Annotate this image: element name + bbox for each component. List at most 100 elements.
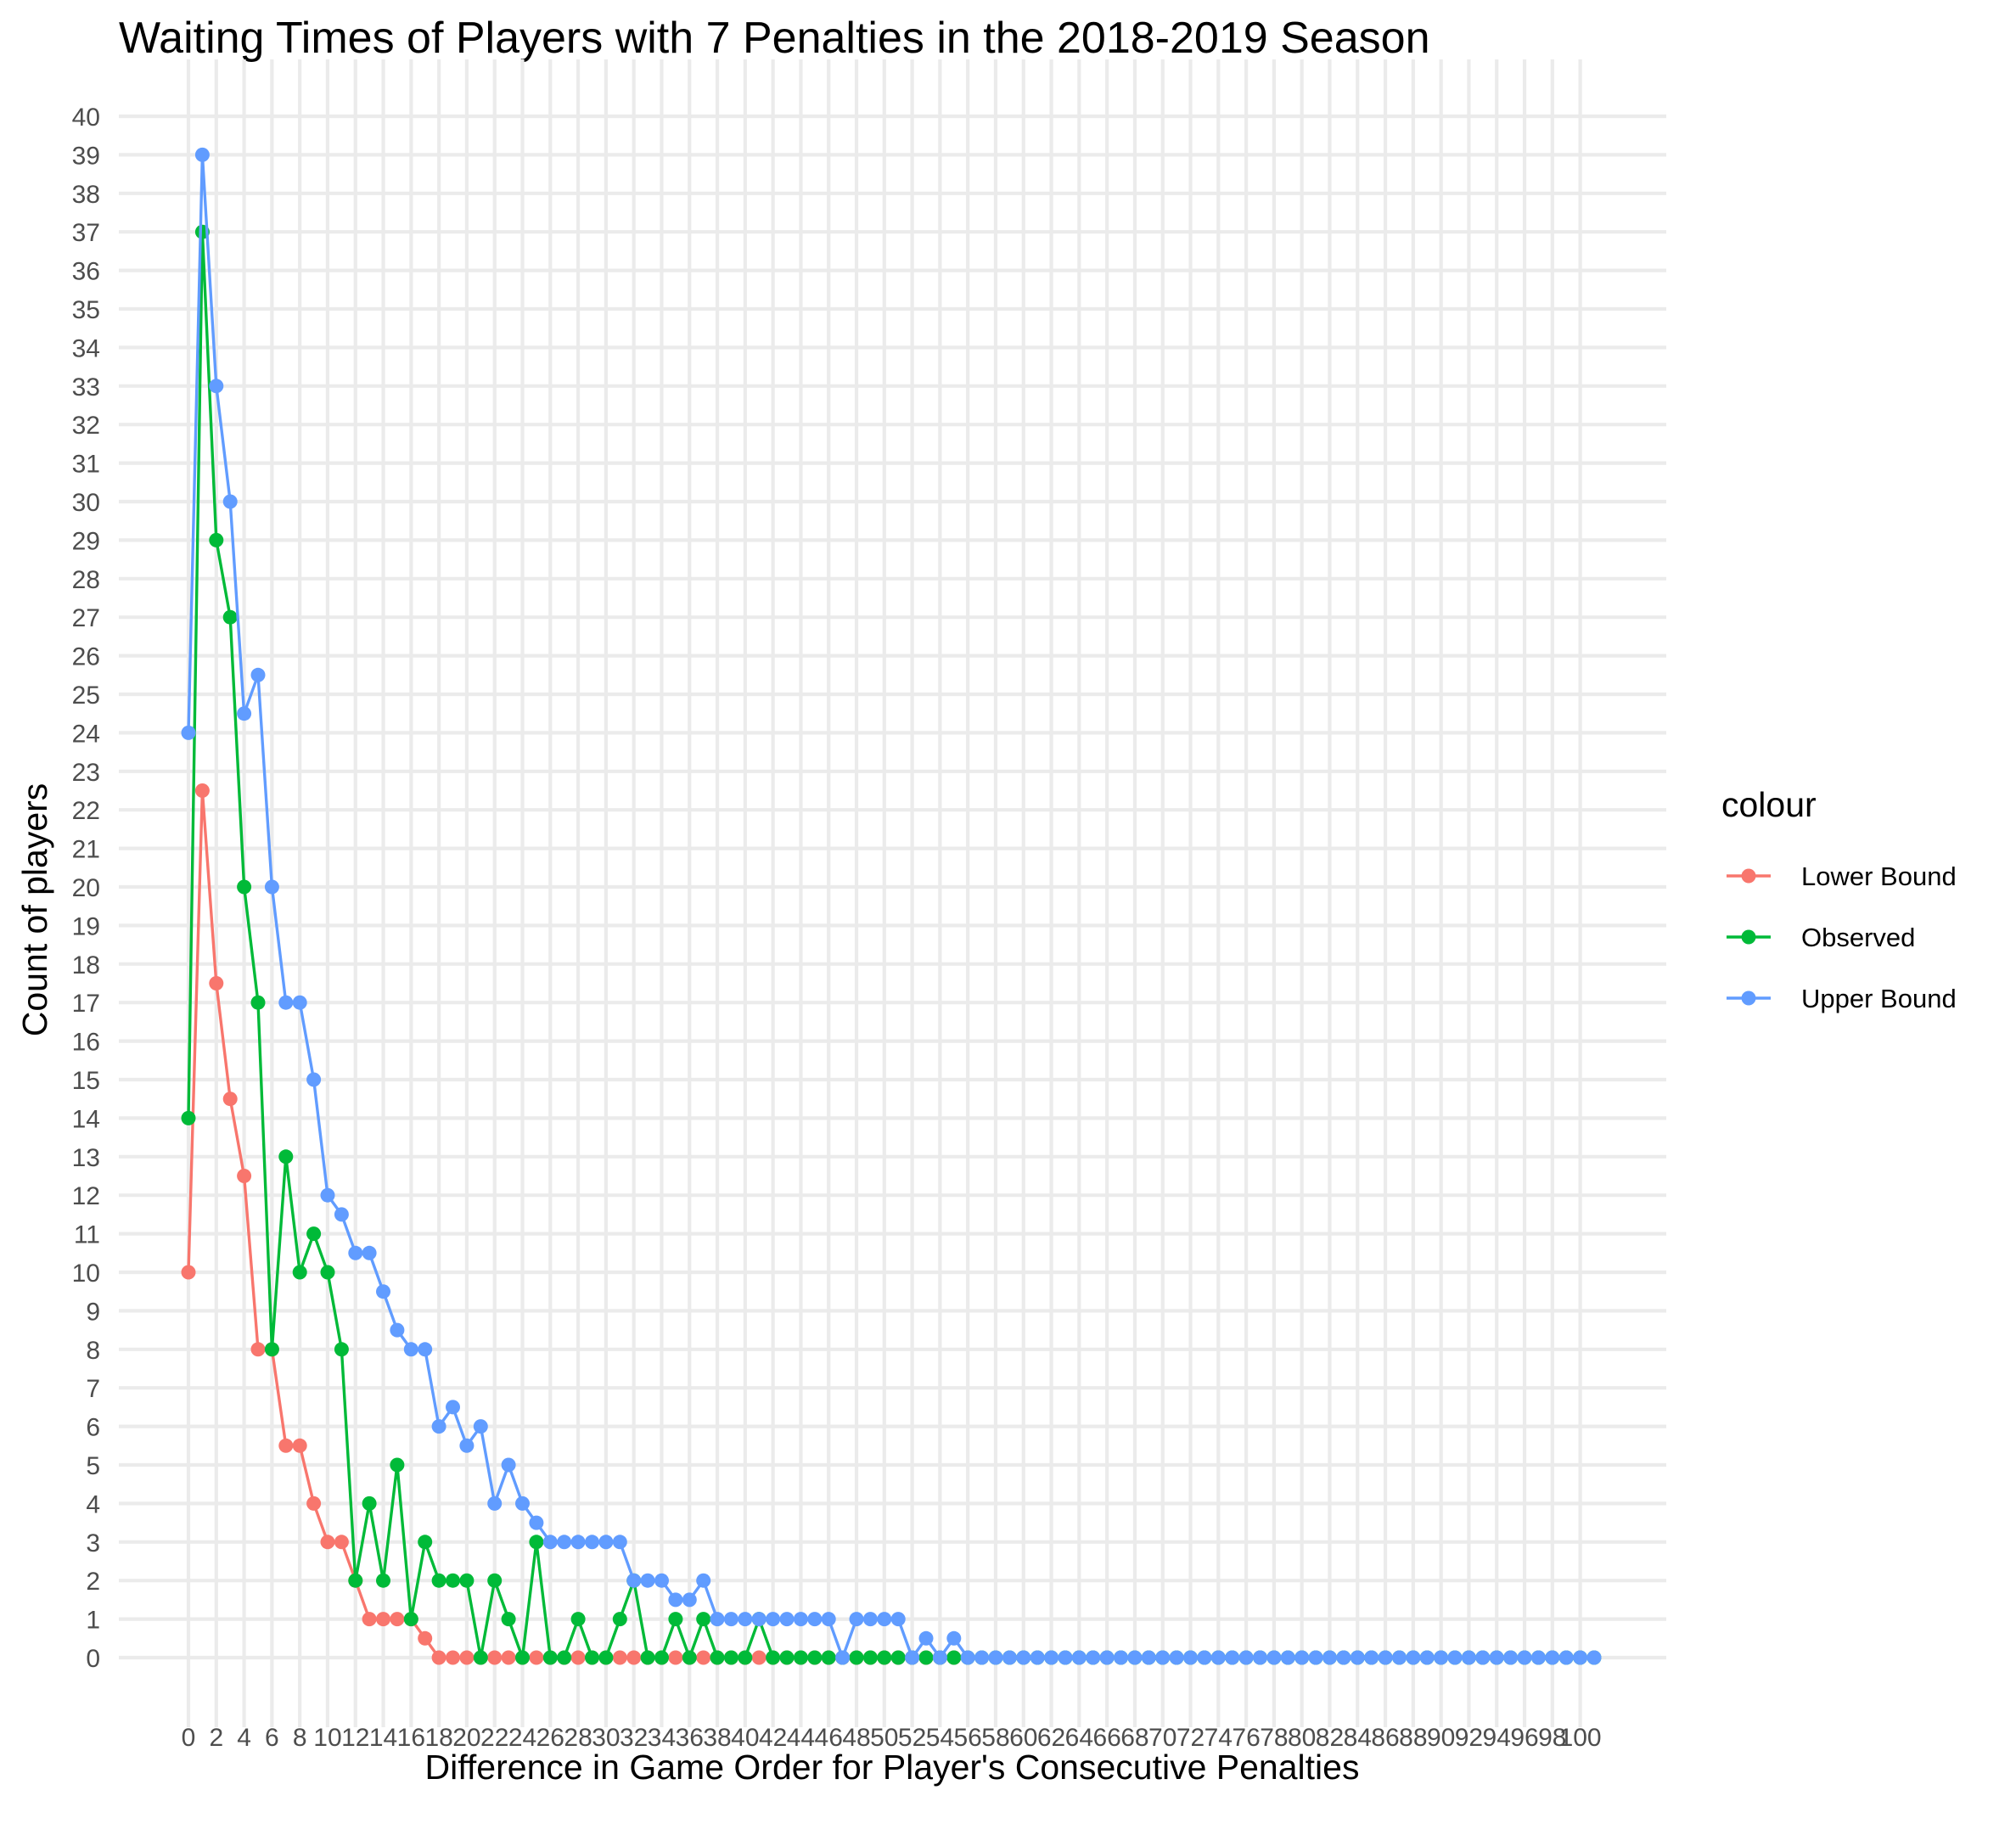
data-point-upper-bound — [1058, 1650, 1073, 1665]
data-point-observed — [696, 1612, 711, 1627]
y-tick-label: 21 — [72, 836, 100, 864]
data-point-upper-bound — [751, 1612, 767, 1627]
data-point-upper-bound — [1071, 1650, 1087, 1665]
data-point-upper-bound — [570, 1535, 586, 1550]
data-point-upper-bound — [1336, 1650, 1351, 1665]
data-point-upper-bound — [1114, 1650, 1128, 1665]
series-line-observed — [187, 230, 1594, 1659]
data-point-upper-bound — [459, 1438, 475, 1453]
data-point-lower-bound — [194, 783, 210, 798]
data-point-lower-bound — [501, 1650, 516, 1665]
y-tick-label: 9 — [86, 1298, 100, 1326]
y-tick-label: 12 — [72, 1182, 100, 1210]
data-point-upper-bound — [515, 1495, 530, 1511]
data-point-observed — [362, 1495, 377, 1511]
x-tick-label: 0 — [182, 1724, 196, 1752]
data-point-upper-bound — [1155, 1650, 1171, 1665]
data-point-upper-bound — [849, 1612, 864, 1627]
data-point-upper-bound — [946, 1630, 962, 1646]
x-tick-label: 6 — [265, 1724, 279, 1752]
data-point-upper-bound — [501, 1457, 516, 1473]
data-point-observed — [250, 995, 266, 1010]
data-point-upper-bound — [446, 1400, 460, 1415]
y-tick-label: 29 — [72, 527, 100, 555]
data-point-upper-bound — [209, 379, 224, 394]
data-point-observed — [376, 1573, 390, 1588]
data-point-lower-bound — [334, 1535, 349, 1550]
y-tick-label: 37 — [72, 219, 100, 247]
data-point-upper-bound — [376, 1284, 390, 1299]
legend-key-point — [1741, 990, 1756, 1006]
legend-item-observed: Observed — [1727, 923, 1915, 952]
data-point-lower-bound — [612, 1650, 627, 1665]
series-upper-bound — [181, 147, 1602, 1665]
data-point-lower-bound — [209, 976, 224, 990]
data-point-upper-bound — [1545, 1650, 1560, 1665]
x-tick-label: 86 — [1371, 1724, 1399, 1752]
data-point-upper-bound — [487, 1495, 503, 1511]
data-point-lower-bound — [431, 1650, 446, 1665]
data-point-upper-bound — [278, 995, 294, 1010]
y-tick-label: 20 — [72, 874, 100, 902]
data-point-upper-bound — [529, 1515, 544, 1530]
data-point-observed — [612, 1612, 627, 1627]
data-point-upper-bound — [682, 1592, 697, 1608]
data-point-upper-bound — [264, 879, 279, 895]
data-point-upper-bound — [292, 995, 307, 1010]
y-tick-label: 34 — [72, 334, 100, 362]
data-point-upper-bound — [1266, 1650, 1282, 1665]
y-tick-label: 11 — [74, 1221, 100, 1249]
data-point-upper-bound — [1586, 1650, 1602, 1665]
x-tick-label: 22 — [480, 1724, 508, 1752]
x-tick-label: 20 — [452, 1724, 480, 1752]
data-point-observed — [348, 1573, 363, 1588]
data-point-upper-bound — [723, 1612, 738, 1627]
data-point-upper-bound — [918, 1630, 934, 1646]
x-tick-label: 76 — [1232, 1724, 1260, 1752]
data-point-lower-bound — [626, 1650, 642, 1665]
data-point-lower-bound — [668, 1650, 683, 1665]
x-axis-title: Difference in Game Order for Player's Co… — [425, 1748, 1360, 1787]
data-point-upper-bound — [585, 1535, 599, 1550]
data-point-observed — [446, 1573, 460, 1588]
x-tick-label: 8 — [293, 1724, 307, 1752]
x-tick-label: 92 — [1455, 1724, 1483, 1752]
data-point-observed — [264, 1342, 279, 1357]
data-point-observed — [779, 1650, 795, 1665]
data-point-upper-bound — [418, 1342, 433, 1357]
data-point-upper-bound — [1419, 1650, 1435, 1665]
series-layer — [181, 147, 1602, 1665]
y-tick-labels: 0123456789101112131415161718192021222324… — [72, 104, 100, 1673]
x-tick-label: 74 — [1205, 1724, 1233, 1752]
y-tick-label: 24 — [72, 720, 100, 748]
data-point-observed — [222, 609, 238, 625]
data-point-upper-bound — [890, 1612, 906, 1627]
x-tick-label: 68 — [1120, 1724, 1148, 1752]
data-point-upper-bound — [710, 1612, 725, 1627]
y-tick-label: 4 — [86, 1490, 100, 1518]
data-point-observed — [668, 1612, 683, 1627]
data-point-observed — [306, 1226, 322, 1242]
y-tick-label: 7 — [86, 1375, 100, 1403]
data-point-observed — [334, 1342, 349, 1357]
data-point-upper-bound — [1573, 1650, 1588, 1665]
data-point-upper-bound — [612, 1535, 627, 1550]
data-point-upper-bound — [1558, 1650, 1574, 1665]
data-point-observed — [877, 1650, 892, 1665]
legend-label: Upper Bound — [1801, 984, 1957, 1013]
data-point-lower-bound — [278, 1438, 294, 1453]
y-tick-label: 13 — [72, 1144, 100, 1172]
data-point-observed — [209, 532, 224, 547]
x-tick-label: 38 — [703, 1724, 731, 1752]
x-tick-label: 58 — [981, 1724, 1009, 1752]
data-point-observed — [640, 1650, 655, 1665]
data-point-observed — [473, 1650, 488, 1665]
data-point-observed — [515, 1650, 530, 1665]
data-point-upper-bound — [960, 1650, 975, 1665]
data-point-observed — [570, 1612, 586, 1627]
data-point-upper-bound — [1183, 1650, 1198, 1665]
data-point-upper-bound — [626, 1573, 642, 1588]
data-point-observed — [710, 1650, 725, 1665]
data-point-upper-bound — [306, 1072, 322, 1087]
data-point-upper-bound — [1280, 1650, 1295, 1665]
